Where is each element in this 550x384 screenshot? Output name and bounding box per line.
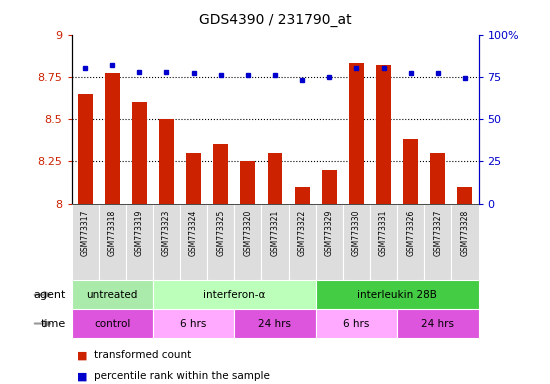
Bar: [126, 204, 153, 280]
Text: time: time: [41, 318, 66, 329]
Bar: [240, 161, 255, 204]
Bar: [213, 144, 228, 204]
Bar: [376, 65, 391, 204]
Bar: [153, 309, 234, 338]
Bar: [153, 280, 316, 309]
Bar: [104, 73, 120, 204]
Bar: [430, 153, 446, 204]
Bar: [349, 63, 364, 204]
Text: GSM773324: GSM773324: [189, 210, 198, 256]
Text: 24 hrs: 24 hrs: [258, 318, 292, 329]
Bar: [207, 204, 234, 280]
Bar: [72, 280, 153, 309]
Text: GDS4390 / 231790_at: GDS4390 / 231790_at: [199, 13, 351, 27]
Bar: [78, 94, 92, 204]
Bar: [72, 204, 98, 280]
Bar: [295, 187, 310, 204]
Bar: [424, 204, 452, 280]
Bar: [267, 153, 283, 204]
Bar: [132, 102, 147, 204]
Bar: [316, 204, 343, 280]
Text: 6 hrs: 6 hrs: [343, 318, 370, 329]
Bar: [370, 204, 397, 280]
Text: control: control: [94, 318, 130, 329]
Bar: [234, 309, 316, 338]
Text: untreated: untreated: [86, 290, 138, 300]
Text: 24 hrs: 24 hrs: [421, 318, 454, 329]
Text: GSM773317: GSM773317: [80, 210, 90, 256]
Bar: [234, 204, 261, 280]
Text: GSM773326: GSM773326: [406, 210, 415, 256]
Text: GSM773328: GSM773328: [460, 210, 470, 256]
Text: GSM773330: GSM773330: [352, 210, 361, 256]
Bar: [289, 204, 316, 280]
Text: GSM773319: GSM773319: [135, 210, 144, 256]
Bar: [316, 309, 397, 338]
Bar: [343, 204, 370, 280]
Text: GSM773323: GSM773323: [162, 210, 171, 256]
Bar: [397, 204, 424, 280]
Text: transformed count: transformed count: [94, 350, 191, 360]
Bar: [72, 309, 153, 338]
Bar: [159, 119, 174, 204]
Text: percentile rank within the sample: percentile rank within the sample: [94, 371, 270, 381]
Bar: [153, 204, 180, 280]
Bar: [180, 204, 207, 280]
Text: GSM773318: GSM773318: [108, 210, 117, 256]
Text: GSM773329: GSM773329: [324, 210, 334, 256]
Text: GSM773327: GSM773327: [433, 210, 442, 256]
Bar: [186, 153, 201, 204]
Text: interferon-α: interferon-α: [203, 290, 266, 300]
Text: ■: ■: [77, 350, 87, 360]
Bar: [322, 170, 337, 204]
Text: 6 hrs: 6 hrs: [180, 318, 207, 329]
Text: GSM773322: GSM773322: [298, 210, 307, 256]
Text: agent: agent: [34, 290, 66, 300]
Bar: [397, 309, 478, 338]
Bar: [98, 204, 126, 280]
Text: GSM773331: GSM773331: [379, 210, 388, 256]
Bar: [458, 187, 472, 204]
Bar: [452, 204, 478, 280]
Text: interleukin 28B: interleukin 28B: [357, 290, 437, 300]
Text: ■: ■: [77, 371, 87, 381]
Text: GSM773321: GSM773321: [271, 210, 279, 256]
Text: GSM773320: GSM773320: [243, 210, 252, 256]
Bar: [261, 204, 289, 280]
Bar: [403, 139, 418, 204]
Bar: [316, 280, 478, 309]
Text: GSM773325: GSM773325: [216, 210, 225, 256]
